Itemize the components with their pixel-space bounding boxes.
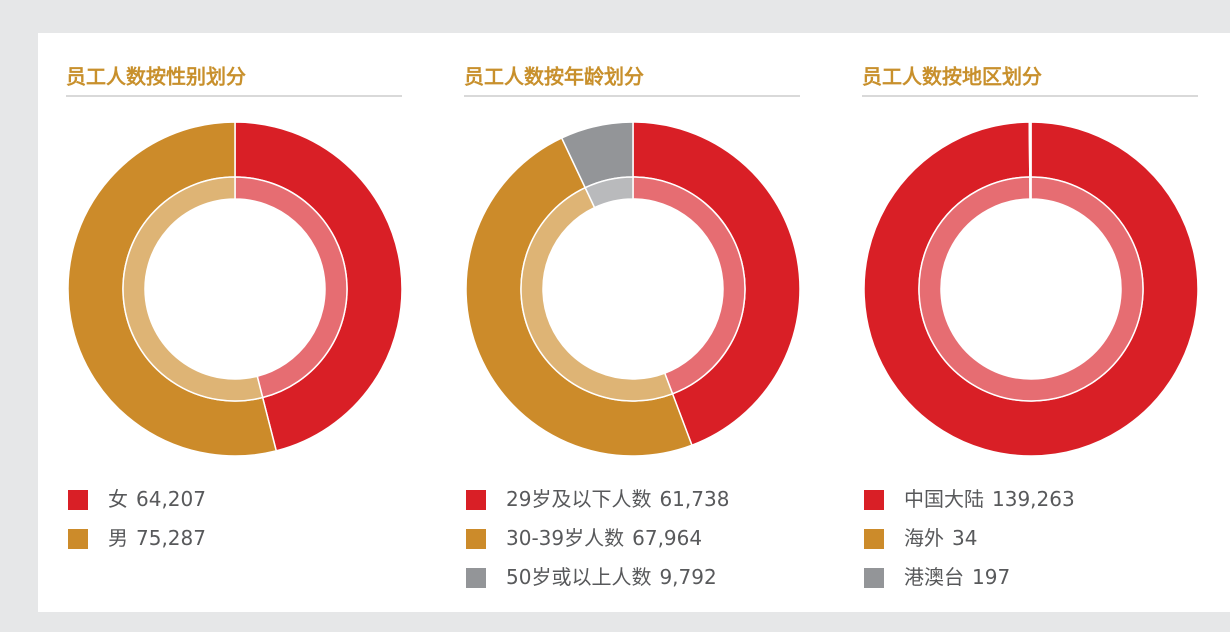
legend-label: 男 75,287 [108,526,206,550]
legend-label: 30-39岁人数 67,964 [506,526,702,550]
legend-swatch [466,568,486,588]
legend-value: 64,207 [136,487,206,511]
slice-inner [584,176,634,209]
legend-label: 港澳台 197 [904,565,1010,589]
legend-name: 50岁或以上人数 [506,565,651,589]
slice [1028,121,1032,178]
legend-name: 男 [108,526,128,550]
legend-value: 34 [952,526,977,550]
slice-inner [1029,176,1032,200]
legend-swatch [864,529,884,549]
legend-label: 29岁及以下人数 61,738 [506,487,729,511]
legend-label: 中国大陆 139,263 [904,487,1075,511]
slice-inner [122,176,264,402]
chart-title: 员工人数按地区划分 [862,65,1042,89]
legend-name: 中国大陆 [904,487,984,511]
legend-swatch [466,529,486,549]
legend-value: 67,964 [632,526,702,550]
legend-name: 港澳台 [904,565,964,589]
slice-inner [918,176,1144,402]
legend-swatch [864,490,884,510]
legend-swatch [68,529,88,549]
chart-title: 员工人数按年龄划分 [464,65,644,89]
legend-name: 海外 [904,526,944,550]
legend-name: 29岁及以下人数 [506,487,651,511]
legend-swatch [68,490,88,510]
legend-value: 9,792 [659,565,716,589]
legend-name: 女 [108,487,128,511]
chart-title: 员工人数按性别划分 [66,65,246,89]
legend-name: 30-39岁人数 [506,526,624,550]
legend-label: 女 64,207 [108,487,206,511]
legend-label: 海外 34 [904,526,977,550]
legend-value: 139,263 [992,487,1075,511]
legend-swatch [864,568,884,588]
legend-value: 61,738 [659,487,729,511]
legend-value: 197 [972,565,1010,589]
legend-swatch [466,490,486,510]
legend-label: 50岁或以上人数 9,792 [506,565,717,589]
legend-value: 75,287 [136,526,206,550]
